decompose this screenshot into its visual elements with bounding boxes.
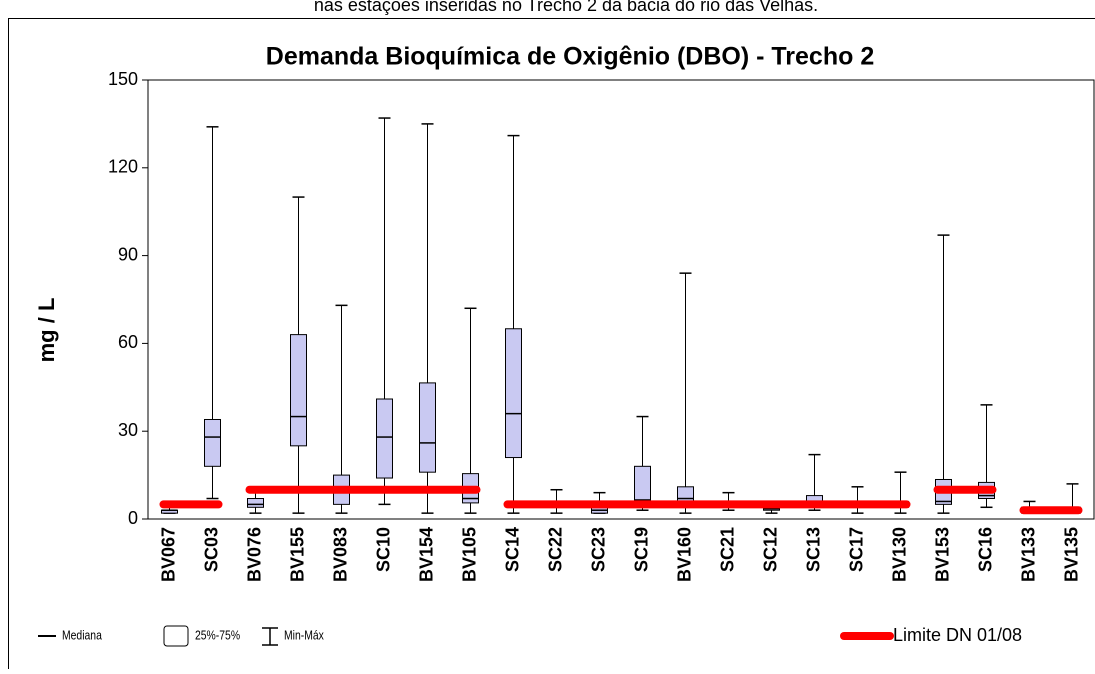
box bbox=[506, 329, 522, 458]
x-tick-label: BV105 bbox=[459, 527, 479, 582]
x-tick-label: SC22 bbox=[545, 527, 565, 572]
box bbox=[291, 335, 307, 446]
x-tick-label: BV067 bbox=[158, 527, 178, 582]
x-tick-label: BV153 bbox=[932, 527, 952, 582]
x-tick-label: SC21 bbox=[717, 527, 737, 572]
x-tick-label: SC23 bbox=[588, 527, 608, 572]
legend-label: Limite DN 01/08 bbox=[893, 625, 1022, 645]
y-tick-label: 120 bbox=[108, 157, 138, 177]
y-tick-label: 60 bbox=[118, 332, 138, 352]
x-tick-label: SC03 bbox=[201, 527, 221, 572]
chart-title: Demanda Bioquímica de Oxigênio (DBO) - T… bbox=[266, 43, 874, 71]
y-tick-label: 150 bbox=[108, 69, 138, 89]
legend-whisker-icon bbox=[262, 628, 278, 645]
x-tick-label: SC14 bbox=[502, 527, 522, 572]
y-tick-label: 0 bbox=[128, 508, 138, 528]
x-tick-label: SC10 bbox=[373, 527, 393, 572]
box bbox=[205, 419, 221, 466]
legend-label: 25%-75% bbox=[195, 628, 241, 642]
box bbox=[248, 499, 264, 508]
x-tick-label: BV135 bbox=[1061, 527, 1081, 582]
x-tick-label: BV160 bbox=[674, 527, 694, 582]
x-tick-label: SC19 bbox=[631, 527, 651, 572]
x-tick-label: SC12 bbox=[760, 527, 780, 572]
legend-label: Mediana bbox=[62, 628, 102, 642]
x-tick-label: BV076 bbox=[244, 527, 264, 582]
y-tick-label: 90 bbox=[118, 244, 138, 264]
y-tick-label: 30 bbox=[118, 420, 138, 440]
caption: nas estações inseridas no Trecho 2 da ba… bbox=[314, 0, 818, 15]
x-tick-label: BV133 bbox=[1018, 527, 1038, 582]
x-tick-label: BV154 bbox=[416, 527, 436, 582]
x-tick-label: SC13 bbox=[803, 527, 823, 572]
x-tick-label: BV130 bbox=[889, 527, 909, 582]
plot-area bbox=[148, 80, 1094, 519]
y-axis-label: mg / L bbox=[34, 298, 59, 363]
legend-label: Min-Máx bbox=[284, 628, 324, 642]
box bbox=[420, 383, 436, 472]
legend-box-icon bbox=[164, 626, 188, 646]
x-tick-label: SC16 bbox=[975, 527, 995, 572]
x-tick-label: BV155 bbox=[287, 527, 307, 582]
x-tick-label: SC17 bbox=[846, 527, 866, 572]
box bbox=[377, 399, 393, 478]
x-tick-label: BV083 bbox=[330, 527, 350, 582]
